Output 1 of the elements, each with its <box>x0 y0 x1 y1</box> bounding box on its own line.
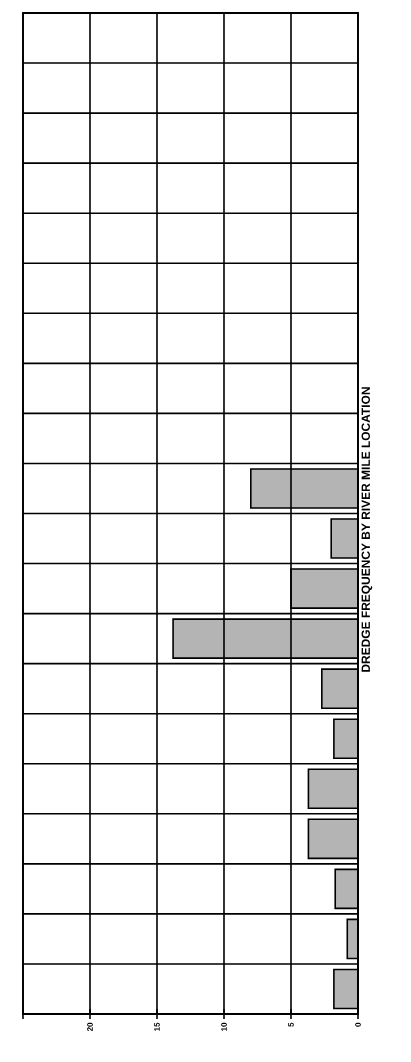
text: DREDGE FREQUENCY BY RIVER MILE LOCATION <box>361 387 373 672</box>
